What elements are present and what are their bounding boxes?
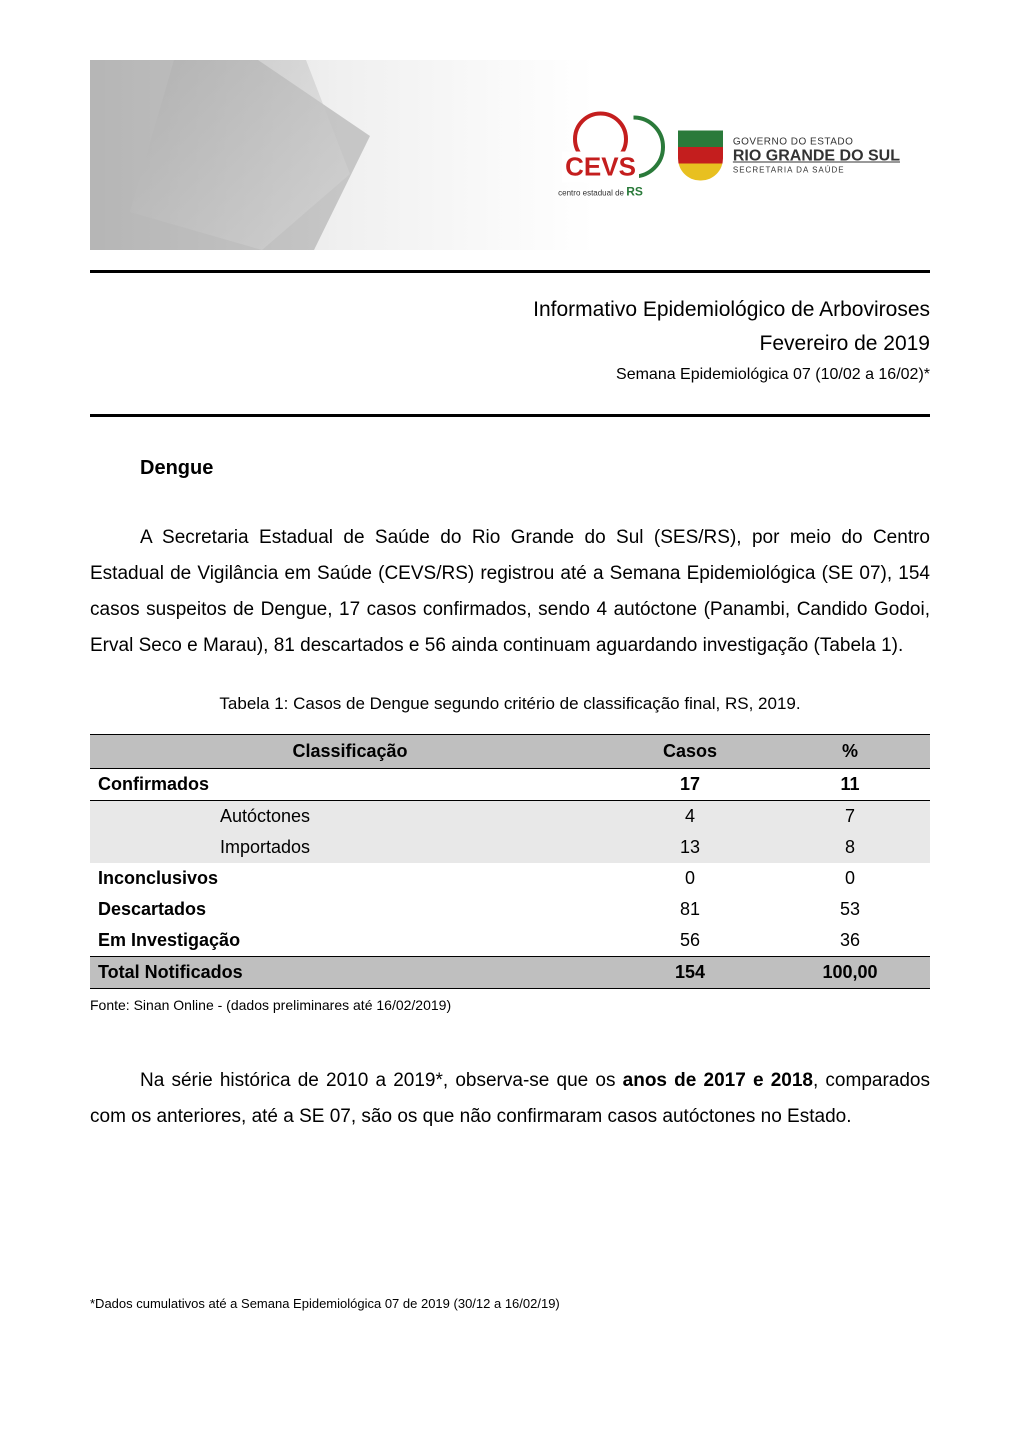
table-1: Classificação Casos % Confirmados1711Aut… <box>90 734 930 989</box>
cevs-logo-subtitle: centro estadual de RS <box>558 185 643 199</box>
table-cell-label: Total Notificados <box>90 957 610 989</box>
table-row: Confirmados1711 <box>90 769 930 801</box>
table-cell-label: Inconclusivos <box>90 863 610 894</box>
cevs-sub-pre: centro estadual de <box>558 189 626 198</box>
table-header-row: Classificação Casos % <box>90 735 930 769</box>
state-crest-icon <box>678 130 723 180</box>
section-title-dengue: Dengue <box>140 457 930 480</box>
table-cell-pct: 7 <box>770 801 930 833</box>
table-cell-label: Em Investigação <box>90 925 610 957</box>
table-cell-casos: 154 <box>610 957 770 989</box>
paragraph-2-bold: anos de 2017 e 2018 <box>623 1070 813 1091</box>
table-cell-casos: 56 <box>610 925 770 957</box>
doc-week: Semana Epidemiológica 07 (10/02 a 16/02)… <box>90 366 930 384</box>
table-cell-casos: 17 <box>610 769 770 801</box>
state-logo: Governo do Estado RIO GRANDE DO SUL Secr… <box>678 130 900 180</box>
paragraph-2: Na série histórica de 2010 a 2019*, obse… <box>90 1063 930 1135</box>
table-cell-casos: 0 <box>610 863 770 894</box>
footer-note: *Dados cumulativos até a Semana Epidemio… <box>90 1296 930 1311</box>
table-row: Inconclusivos00 <box>90 863 930 894</box>
state-top-text: Governo do Estado <box>733 136 900 147</box>
logos-container: CEVS centro estadual de RS Governo do Es… <box>558 112 900 199</box>
document-header: Informativo Epidemiológico de Arbovirose… <box>90 298 930 384</box>
state-logo-text: Governo do Estado RIO GRANDE DO SUL Secr… <box>733 136 900 174</box>
table-cell-pct: 53 <box>770 894 930 925</box>
divider-top <box>90 270 930 273</box>
state-sub-text: Secretaria da Saúde <box>733 165 900 174</box>
paragraph-1: A Secretaria Estadual de Saúde do Rio Gr… <box>90 520 930 664</box>
table-cell-pct: 8 <box>770 832 930 863</box>
table-row: Descartados8153 <box>90 894 930 925</box>
table-cell-pct: 0 <box>770 863 930 894</box>
table-cell-label: Importados <box>90 832 610 863</box>
table-1-caption: Tabela 1: Casos de Dengue segundo critér… <box>90 694 930 714</box>
table-row-total: Total Notificados154100,00 <box>90 957 930 989</box>
doc-title: Informativo Epidemiológico de Arbovirose… <box>90 298 930 322</box>
paragraph-2-pre: Na série histórica de 2010 a 2019*, obse… <box>140 1070 623 1091</box>
doc-date: Fevereiro de 2019 <box>90 332 930 356</box>
table-cell-casos: 13 <box>610 832 770 863</box>
table-header-pct: % <box>770 735 930 769</box>
table-row: Autóctones47 <box>90 801 930 833</box>
table-cell-casos: 81 <box>610 894 770 925</box>
cevs-sub-rs: RS <box>626 185 643 199</box>
state-main-text: RIO GRANDE DO SUL <box>733 147 900 165</box>
table-row: Em Investigação5636 <box>90 925 930 957</box>
table-1-source: Fonte: Sinan Online - (dados preliminare… <box>90 997 930 1013</box>
table-header-classificacao: Classificação <box>90 735 610 769</box>
banner-background: CEVS centro estadual de RS Governo do Es… <box>90 60 930 250</box>
table-cell-label: Descartados <box>90 894 610 925</box>
table-row: Importados138 <box>90 832 930 863</box>
table-cell-pct: 11 <box>770 769 930 801</box>
cevs-logo-text: CEVS <box>562 152 639 183</box>
table-cell-label: Confirmados <box>90 769 610 801</box>
table-cell-pct: 36 <box>770 925 930 957</box>
header-banner: CEVS centro estadual de RS Governo do Es… <box>90 60 930 250</box>
cevs-logo: CEVS centro estadual de RS <box>558 112 643 199</box>
table-cell-label: Autóctones <box>90 801 610 833</box>
table-header-casos: Casos <box>610 735 770 769</box>
table-cell-casos: 4 <box>610 801 770 833</box>
table-cell-pct: 100,00 <box>770 957 930 989</box>
divider-bottom <box>90 414 930 417</box>
